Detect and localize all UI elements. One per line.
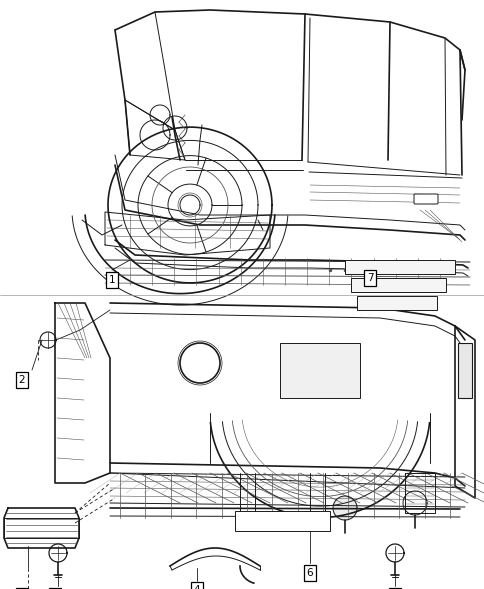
Bar [235,511,329,531]
Bar [356,296,436,310]
Text: 7: 7 [366,273,373,283]
Bar [457,343,471,398]
Text: 6: 6 [306,568,313,578]
Text: 4: 4 [193,585,200,589]
Bar [350,278,445,292]
Text: 2: 2 [19,375,25,385]
Text: 1: 1 [108,275,115,285]
Bar [279,343,359,398]
FancyBboxPatch shape [413,194,437,204]
Bar [344,260,454,274]
